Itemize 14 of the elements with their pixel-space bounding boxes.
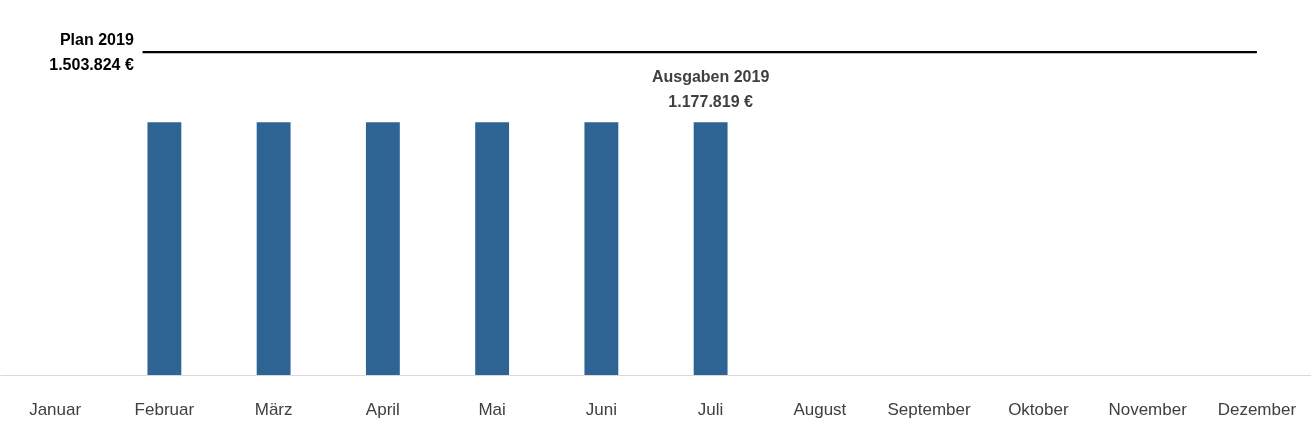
x-tick-label: Dezember (1217, 399, 1297, 419)
ref-line-label: Plan 2019 1.503.824 € (49, 30, 134, 74)
x-tick-label: Januar (29, 399, 82, 419)
annotation: Ausgaben 2019 1.177.819 € (651, 67, 770, 111)
x-tick-label: August (793, 399, 847, 419)
x-tick-label: März (254, 399, 293, 419)
x-tick-label: April (365, 399, 400, 419)
x-tick-label: Mai (478, 399, 506, 419)
x-tick-label: Februar (134, 399, 195, 419)
x-tick-label: Oktober (1008, 399, 1069, 419)
x-tick-label: September (887, 399, 972, 419)
x-tick-label: Juli (697, 399, 724, 419)
x-tick-label: November (1108, 399, 1188, 419)
x-tick-label: Juni (585, 399, 617, 419)
